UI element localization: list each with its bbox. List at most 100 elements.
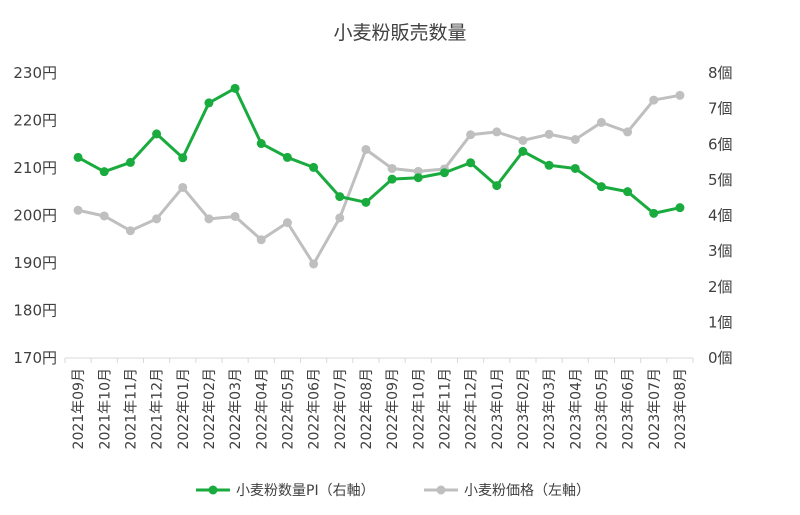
data-point: [230, 83, 240, 93]
y-right-tick-label: 3個: [708, 242, 733, 260]
data-point: [544, 160, 554, 170]
data-point: [570, 163, 580, 173]
x-tick-label: 2022年03月: [228, 368, 244, 449]
data-point: [335, 213, 345, 223]
y-left-tick-label: 230円: [13, 64, 57, 82]
legend-label: 小麦粉数量PI（右軸）: [236, 483, 375, 499]
data-point: [99, 211, 109, 221]
x-tick-label: 2023年06月: [621, 368, 637, 449]
data-point: [492, 127, 502, 137]
data-point: [623, 187, 633, 197]
data-point: [282, 152, 292, 162]
y-left-tick-label: 210円: [13, 159, 57, 177]
y-right-tick-label: 7個: [708, 100, 733, 118]
data-point: [73, 152, 83, 162]
y-left-tick-label: 180円: [13, 302, 57, 320]
series-quantity-pi: [73, 83, 685, 218]
data-point: [649, 208, 659, 218]
x-tick-label: 2023年04月: [568, 368, 584, 449]
data-point: [152, 214, 162, 224]
x-tick-label: 2022年02月: [202, 368, 218, 449]
data-point: [675, 203, 685, 213]
data-point: [675, 90, 685, 100]
x-tick-label: 2023年08月: [673, 368, 689, 449]
data-point: [387, 163, 397, 173]
legend-item: 小麦粉価格（左軸）: [424, 483, 590, 499]
x-tick-label: 2022年08月: [359, 368, 375, 449]
series-layer: [73, 83, 685, 269]
chart-title: 小麦粉販売数量: [333, 22, 466, 44]
x-tick-label: 2023年07月: [647, 368, 663, 449]
x-tick-label: 2021年10月: [97, 368, 113, 449]
data-point: [439, 168, 449, 178]
data-point: [518, 135, 528, 145]
data-point: [256, 235, 266, 245]
data-point: [492, 181, 502, 191]
data-point: [413, 166, 423, 176]
x-tick-label: 2022年05月: [280, 368, 296, 449]
data-point: [309, 259, 319, 269]
data-point: [518, 146, 528, 156]
series-line: [77, 86, 681, 215]
data-point: [152, 129, 162, 139]
data-point: [596, 182, 606, 192]
x-tick-label: 2023年05月: [594, 368, 610, 449]
data-point: [596, 117, 606, 127]
data-point: [204, 214, 214, 224]
data-point: [256, 139, 266, 149]
legend-item: 小麦粉数量PI（右軸）: [196, 483, 375, 499]
y-right-tick-label: 4個: [708, 207, 733, 225]
y-right-tick-label: 8個: [708, 64, 733, 82]
x-tick-label: 2022年10月: [411, 368, 427, 449]
y-left-tick-label: 190円: [13, 254, 57, 272]
y-right-tick-label: 6個: [708, 135, 733, 153]
data-point: [544, 129, 554, 139]
data-point: [361, 144, 371, 154]
x-tick-label: 2021年11月: [123, 368, 139, 449]
data-point: [413, 173, 423, 183]
data-point: [125, 157, 135, 167]
x-tick-label: 2022年07月: [333, 368, 349, 449]
legend-marker: [208, 485, 218, 495]
y-right-tick-label: 5個: [708, 171, 733, 189]
y-right-tick-label: 1個: [708, 313, 733, 331]
data-point: [466, 158, 476, 168]
x-tick-label: 2021年09月: [71, 368, 87, 449]
x-tick-label: 2022年01月: [176, 368, 192, 449]
y-left-tick-label: 200円: [13, 207, 57, 225]
x-tick-label: 2022年12月: [464, 368, 480, 449]
data-point: [178, 182, 188, 192]
x-tick-label: 2022年04月: [254, 368, 270, 449]
x-tick-label: 2022年06月: [307, 368, 323, 449]
data-point: [335, 192, 345, 202]
data-point: [178, 153, 188, 163]
legend-label: 小麦粉価格（左軸）: [464, 483, 590, 499]
legend: 小麦粉数量PI（右軸） 小麦粉価格（左軸）: [196, 483, 590, 499]
y-left-tick-label: 220円: [13, 112, 57, 130]
legend-marker: [436, 485, 446, 495]
data-point: [282, 218, 292, 228]
x-tick-label: 2023年02月: [516, 368, 532, 449]
x-tick-label: 2021年12月: [150, 368, 166, 449]
x-tick-label: 2023年03月: [542, 368, 558, 449]
data-point: [570, 135, 580, 144]
data-point: [309, 162, 319, 172]
data-point: [649, 95, 659, 105]
x-tick-label: 2023年01月: [490, 368, 506, 449]
data-point: [73, 205, 83, 215]
data-point: [125, 226, 135, 236]
data-point: [623, 127, 633, 137]
data-point: [99, 167, 109, 177]
x-tick-label: 2022年11月: [437, 368, 453, 449]
y-left-tick-label: 170円: [13, 349, 57, 367]
x-tick-label: 2022年09月: [385, 368, 401, 449]
series-line: [77, 93, 681, 266]
data-point: [230, 211, 240, 221]
y-right-tick-label: 0個: [708, 349, 733, 367]
data-point: [361, 197, 371, 207]
data-point: [466, 130, 476, 140]
data-point: [387, 174, 397, 184]
y-right-tick-label: 2個: [708, 278, 733, 296]
